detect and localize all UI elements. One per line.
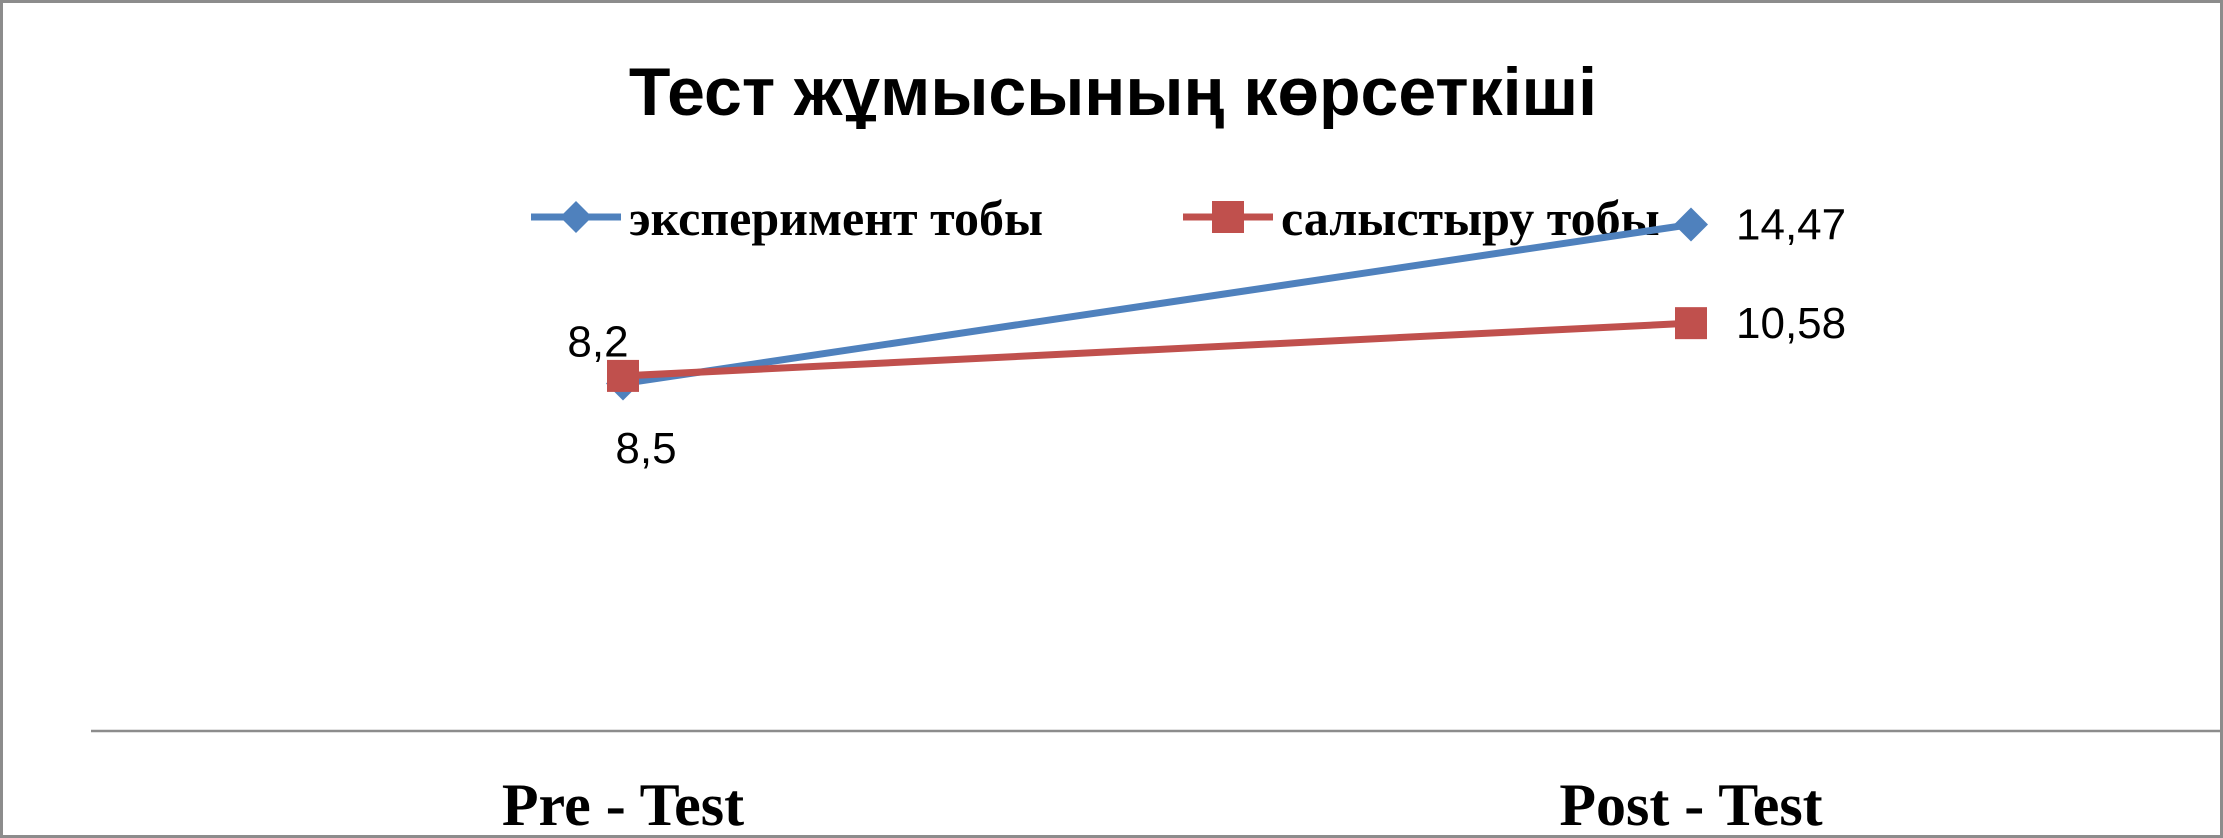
data-point-comparison-pre-test [607, 359, 639, 392]
data-label-comparison-pre-test: 8,5 [615, 424, 676, 473]
category-label-pre-test: Pre - Test [502, 772, 744, 838]
legend: эксперимент тобы салыстыру тобы [531, 190, 1660, 246]
data-label-experiment-post-test: 14,47 [1736, 200, 1846, 249]
legend-square-marker [1212, 201, 1244, 233]
series-line-comparison [622, 319, 1692, 380]
chart-title: Тест жұмысының көрсеткіші [629, 54, 1597, 130]
data-label-experiment-pre-test: 8,2 [567, 318, 628, 367]
series-line-experiment [622, 221, 1692, 387]
category-label-post-test: Post - Test [1559, 772, 1822, 838]
series-layer: 8,2 14,47 8,5 10,58 [567, 200, 1846, 472]
legend-item-experiment: эксперимент тобы [531, 190, 1043, 246]
data-point-comparison-post-test [1675, 307, 1707, 340]
legend-diamond-marker [560, 201, 592, 233]
legend-label-experiment: эксперимент тобы [629, 190, 1043, 246]
data-point-experiment-post-test [1674, 207, 1708, 242]
line-chart: Тест жұмысының көрсеткіші эксперимент то… [91, 54, 2220, 838]
data-label-comparison-post-test: 10,58 [1736, 299, 1846, 348]
